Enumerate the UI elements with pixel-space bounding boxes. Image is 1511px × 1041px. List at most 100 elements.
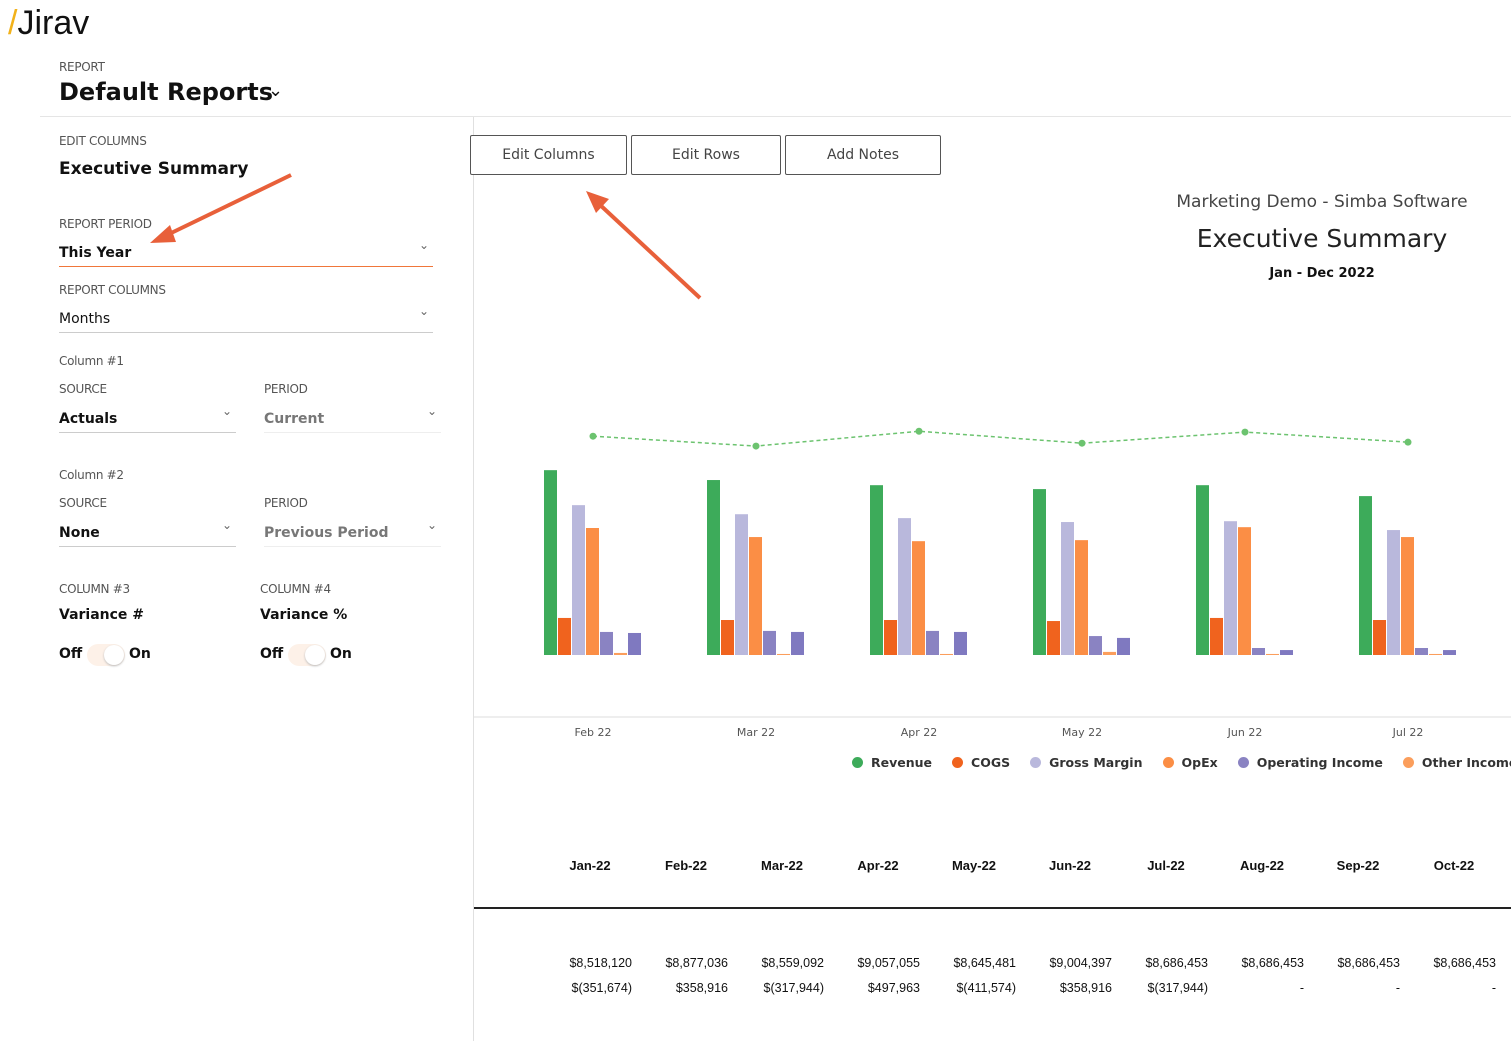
cell: $497,963 — [867, 981, 920, 995]
cell: $8,645,481 — [953, 956, 1016, 970]
field-label: COLUMN #4 — [260, 582, 331, 596]
source-dropdown[interactable]: None — [59, 518, 236, 547]
bar — [1075, 540, 1088, 655]
x-tick-label: Jul 22 — [1392, 726, 1424, 739]
bar — [558, 617, 571, 655]
section-label: EDIT COLUMNS — [59, 134, 147, 148]
column-header: Mar-22 — [761, 858, 803, 873]
bar — [735, 514, 748, 655]
legend-label: COGS — [971, 755, 1011, 770]
legend: Revenue COGS Gross Margin OpEx Operating Inc… — [852, 755, 1511, 770]
period-dropdown[interactable]: Previous Period — [264, 518, 441, 547]
cell: $8,686,453 — [1241, 956, 1304, 970]
cell: $8,518,120 — [569, 956, 632, 970]
company: Marketing Demo - Simba Software — [1176, 192, 1468, 212]
edit-columns-button[interactable]: Edit Columns — [470, 135, 627, 175]
toggle-off: Off — [59, 646, 83, 662]
report-dropdown[interactable]: ⌄ — [268, 80, 284, 101]
bar — [1224, 521, 1237, 655]
logo-mark: / — [8, 4, 18, 42]
field-value: Months — [59, 311, 111, 327]
legend-item: Gross Margin — [1030, 755, 1143, 770]
column-header: Jun-22 — [1049, 858, 1091, 873]
field-label: COLUMN #3 — [59, 582, 130, 596]
cell: $9,004,397 — [1049, 956, 1112, 970]
toggle[interactable] — [87, 644, 125, 666]
bar — [940, 653, 953, 655]
field-label: PERIOD — [264, 496, 308, 510]
legend-swatch — [1162, 757, 1174, 768]
legend-item: Revenue — [852, 755, 932, 770]
legend-swatch — [852, 757, 863, 768]
source-dropdown[interactable]: Actuals — [59, 404, 236, 433]
bar — [707, 480, 720, 655]
cell: $358,916 — [1059, 981, 1112, 995]
cell: - — [1299, 981, 1304, 995]
legend-label: Operating Income — [1256, 755, 1383, 770]
column-header: May-22 — [951, 858, 997, 873]
bar — [912, 541, 925, 655]
line-point — [1404, 438, 1412, 446]
bar — [1387, 530, 1400, 655]
toggle-on: On — [129, 646, 151, 662]
legend-label: Gross Margin — [1049, 755, 1143, 770]
field-label: Column #1 — [59, 354, 124, 368]
field-label: SOURCE — [59, 382, 107, 396]
logo: /Jirav — [8, 4, 89, 43]
column-header: Jan-22 — [569, 858, 611, 873]
add-notes-button[interactable]: Add Notes — [785, 135, 941, 175]
bar — [1443, 650, 1456, 655]
field-value: This Year — [59, 245, 132, 261]
report-title[interactable]: Default Reports — [59, 78, 273, 106]
column-header: Apr-22 — [857, 858, 899, 873]
legend-swatch — [1030, 757, 1042, 768]
x-tick-label: Mar 22 — [737, 726, 775, 739]
line-point — [915, 427, 923, 435]
bar — [884, 620, 897, 655]
bar — [614, 652, 627, 655]
bar — [1266, 653, 1279, 655]
cell: $9,057,055 — [857, 956, 920, 970]
bar — [1196, 485, 1209, 655]
x-tick-label: Jun 22 — [1227, 726, 1263, 739]
report-label: REPORT — [59, 60, 105, 74]
report-heading: Executive Summary — [1196, 224, 1448, 253]
columns-dropdown[interactable]: Months — [59, 304, 433, 333]
bar — [1061, 522, 1074, 655]
period-dropdown[interactable]: This Year — [59, 238, 433, 267]
cell: $358,916 — [675, 981, 728, 995]
bar — [1238, 527, 1251, 655]
period-dropdown[interactable]: Current — [264, 404, 441, 433]
toggle-on: On — [330, 646, 352, 662]
field-label: REPORT COLUMNS — [59, 283, 166, 297]
logo-text: Jirav — [17, 4, 90, 42]
edit-rows-button[interactable]: Edit Rows — [631, 135, 781, 175]
bar — [721, 620, 734, 655]
field-label: REPORT PERIOD — [59, 217, 152, 231]
bar — [791, 631, 804, 655]
legend-label: Other Income & Ex — [1421, 755, 1511, 770]
bar — [1280, 650, 1293, 655]
legend-label: OpEx — [1181, 755, 1218, 770]
line-point — [1078, 439, 1086, 447]
bar — [763, 630, 776, 655]
legend-swatch — [1402, 757, 1414, 768]
divider — [40, 116, 1511, 117]
column-header: Aug-22 — [1239, 858, 1285, 873]
bar — [600, 631, 613, 655]
bar — [1117, 637, 1130, 655]
bar — [926, 630, 939, 655]
annotation-arrows — [150, 173, 702, 300]
field-value: Previous Period — [264, 525, 389, 541]
cell: $8,877,036 — [665, 956, 728, 970]
bar — [1089, 636, 1102, 655]
legend-label: Revenue — [871, 755, 933, 770]
bar — [544, 470, 557, 655]
cell: $8,559,092 — [761, 956, 824, 970]
cell: $8,686,453 — [1337, 956, 1400, 970]
column-header: Feb-22 — [665, 858, 707, 873]
line — [592, 430, 1409, 447]
bar — [898, 518, 911, 655]
toggle[interactable] — [288, 644, 326, 666]
